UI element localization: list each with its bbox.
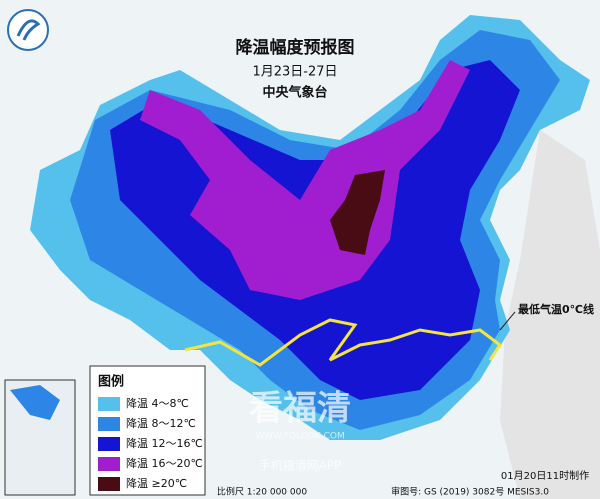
logo [7,9,49,51]
neighbor-land [500,130,600,499]
legend-swatch [98,477,120,491]
review-number: 审图号: GS (2019) 3082号 MESIS3.0 [391,486,549,498]
legend-label: 降温 8～12℃ [126,416,196,430]
legend-label: 降温 16～20℃ [126,456,203,470]
map-date: 1月23日-27日 [252,65,337,80]
annotation: 最低气温0℃线 [518,302,594,316]
watermark-app: 手机福清网APP [259,458,342,473]
watermark-url: WWW.FQLOOK.COM [255,432,345,442]
legend-title: 图例 [98,374,124,390]
scale: 比例尺 1:20 000 000 [217,486,307,498]
legend-label: 降温 ≥20℃ [126,476,187,490]
map-issuer: 中央气象台 [262,85,327,101]
map-title: 降温幅度预报图 [236,37,355,58]
watermark-name: 看福清 [249,389,351,429]
region-20-plus [330,170,385,255]
zero-degree-line [184,318,503,367]
region-16-20 [140,60,470,300]
legend-swatch [98,457,120,471]
legend-label: 降温 4～8℃ [126,396,189,410]
logo-mark [16,19,41,41]
legend-swatch [98,437,120,451]
annotation-pointer [499,311,516,331]
made-time: 01月20日11时制作 [501,469,589,482]
legend-label: 降温 12～16℃ [126,436,203,450]
legend-swatch [98,397,120,411]
legend-swatch [98,417,120,431]
inset-land [10,385,60,420]
